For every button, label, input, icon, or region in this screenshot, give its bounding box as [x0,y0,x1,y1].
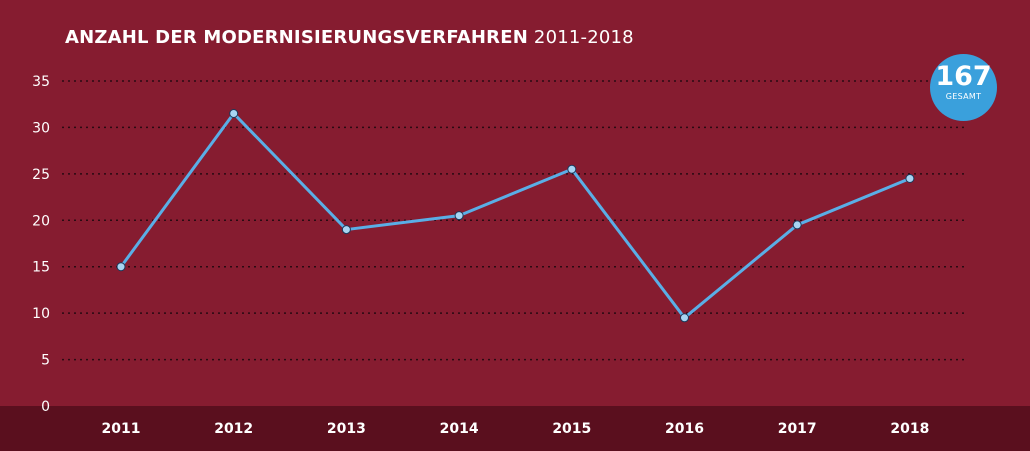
series-line [119,112,911,320]
chart-title-range: 2011-2018 [533,27,634,48]
total-value: 167 [935,61,992,92]
data-point [792,220,802,230]
y-tick-label: 10 [32,306,50,322]
y-tick-label: 5 [41,353,50,369]
x-tick-label: 2014 [440,421,479,437]
data-point [680,313,689,323]
data-point [454,211,464,221]
chart-title: ANZAHL DER MODERNISIERUNGSVERFAHREN 2011… [65,27,634,48]
x-axis-band [0,406,1030,451]
y-axis-ticks: 0 5 10 15 20 25 30 35 [32,74,50,415]
y-tick-label: 30 [32,120,50,136]
grid-lines [62,80,968,361]
x-tick-label: 2018 [890,421,929,437]
x-axis-ticks: 2011 2012 2013 2014 2015 2016 2017 2018 [102,421,930,437]
data-point [229,109,239,118]
x-tick-label: 2011 [102,421,141,437]
x-tick-label: 2016 [665,421,704,437]
y-tick-label: 0 [41,399,50,415]
data-point [341,225,351,235]
total-label: GESAMT [945,92,982,101]
data-point [116,262,126,272]
x-tick-label: 2013 [327,421,366,437]
y-tick-label: 20 [32,213,50,229]
total-badge: 167 GESAMT [930,54,997,121]
x-tick-label: 2017 [778,421,817,437]
data-point [567,164,577,174]
x-tick-label: 2012 [214,421,253,437]
data-point [905,174,915,183]
y-tick-label: 25 [32,167,50,183]
x-tick-label: 2015 [552,421,591,437]
y-tick-label: 35 [32,74,50,90]
chart-title-main: ANZAHL DER MODERNISIERUNGSVERFAHREN [65,27,528,48]
data-points [116,109,915,323]
y-tick-label: 15 [32,260,50,276]
